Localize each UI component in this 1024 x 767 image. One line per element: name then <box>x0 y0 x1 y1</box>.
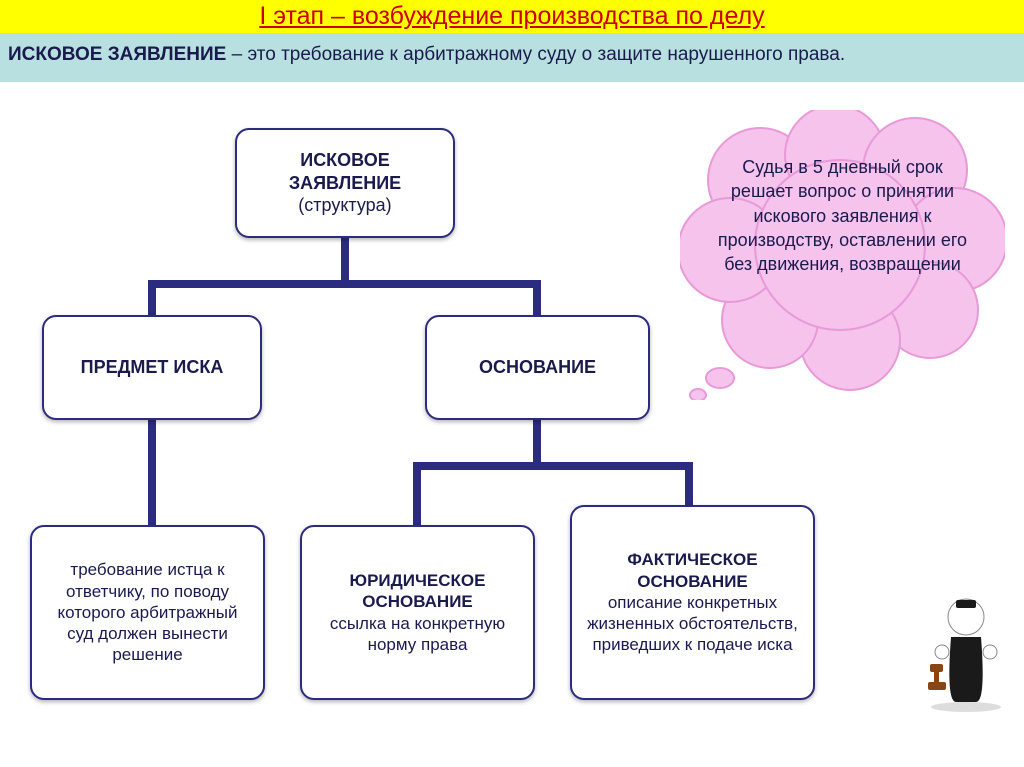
connector <box>685 462 693 506</box>
node-legal: ЮРИДИЧЕСКОЕ ОСНОВАНИЕ ссылка на конкретн… <box>300 525 535 700</box>
node-factual-title: ФАКТИЧЕСКОЕ ОСНОВАНИЕ <box>582 549 803 592</box>
hierarchy-diagram: ИСКОВОЕ ЗАЯВЛЕНИЕ (структура) ПРЕДМЕТ ИС… <box>0 100 1024 767</box>
cloud-text: Судья в 5 дневный срок решает вопрос о п… <box>715 155 970 276</box>
judge-figure-icon <box>926 582 1006 712</box>
node-root: ИСКОВОЕ ЗАЯВЛЕНИЕ (структура) <box>235 128 455 238</box>
node-legal-sub: ссылка на конкретную норму права <box>312 613 523 656</box>
definition-term: ИСКОВОЕ ЗАЯВЛЕНИЕ <box>8 44 226 65</box>
node-root-sub: (структура) <box>247 194 443 217</box>
connector <box>341 238 349 280</box>
node-basis-title: ОСНОВАНИЕ <box>437 356 638 379</box>
connector <box>413 462 421 526</box>
connector <box>148 280 156 316</box>
definition-text: ИСКОВОЕ ЗАЯВЛЕНИЕ – это требование к арб… <box>0 33 1024 82</box>
connector <box>413 462 693 470</box>
node-basis: ОСНОВАНИЕ <box>425 315 650 420</box>
node-subject-title: ПРЕДМЕТ ИСКА <box>54 356 250 379</box>
thought-cloud: Судья в 5 дневный срок решает вопрос о п… <box>680 110 1005 390</box>
connector <box>148 280 541 288</box>
connector <box>148 420 156 526</box>
connector <box>533 420 541 462</box>
definition-body: – это требование к арбитражному суду о з… <box>226 44 845 65</box>
node-legal-title: ЮРИДИЧЕСКОЕ ОСНОВАНИЕ <box>312 570 523 613</box>
node-factual: ФАКТИЧЕСКОЕ ОСНОВАНИЕ описание конкретны… <box>570 505 815 700</box>
node-subject-desc: требование истца к ответчику, по поводу … <box>30 525 265 700</box>
stage-title: I этап – возбуждение производства по дел… <box>0 0 1024 33</box>
node-subject-desc-text: требование истца к ответчику, по поводу … <box>42 559 253 665</box>
node-subject: ПРЕДМЕТ ИСКА <box>42 315 262 420</box>
node-root-title: ИСКОВОЕ ЗАЯВЛЕНИЕ <box>247 149 443 194</box>
node-factual-sub: описание конкретных жизненных обстоятель… <box>582 592 803 656</box>
connector <box>533 280 541 316</box>
